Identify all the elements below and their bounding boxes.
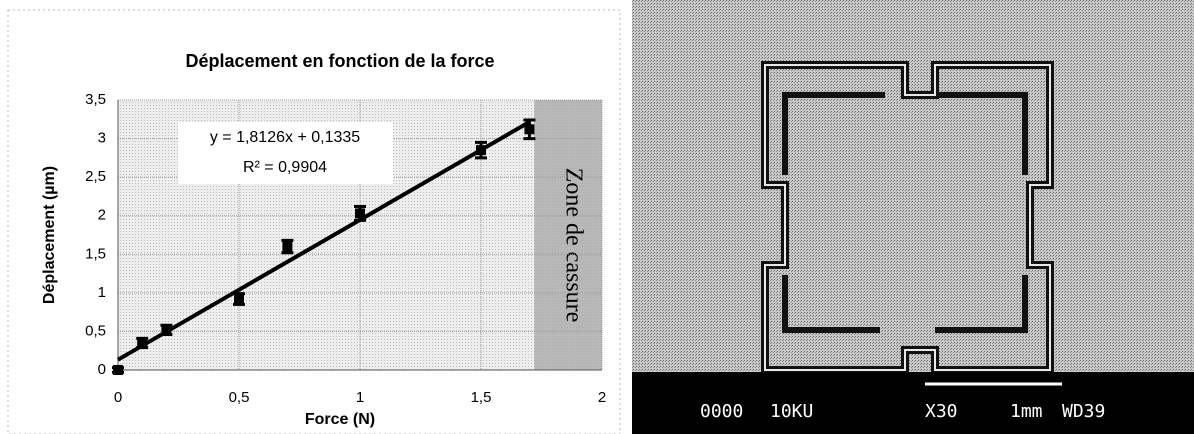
sem-label: WD39 xyxy=(1062,401,1105,422)
x-tick-label: 1,5 xyxy=(471,389,492,406)
data-point xyxy=(137,338,148,348)
sem-label: 10KU xyxy=(770,401,813,422)
y-tick-label: 1 xyxy=(98,284,106,301)
data-point xyxy=(234,294,244,305)
sem-labels: 0000 10KU X30 1mm WD39 xyxy=(700,401,1105,422)
equation-box xyxy=(178,122,393,184)
sem-label: 1mm xyxy=(1010,401,1043,422)
sem-structure-edge xyxy=(764,64,1051,371)
sem-background xyxy=(632,0,1194,372)
chart-title: Déplacement en fonction de la force xyxy=(185,51,494,71)
y-tick-label: 2 xyxy=(98,207,106,224)
zone-label: Zone de cassure xyxy=(561,168,587,323)
y-tick-label: 1,5 xyxy=(85,245,106,262)
sem-image: 0000 10KU X30 1mm WD39 xyxy=(632,0,1194,434)
x-tick-label: 2 xyxy=(598,389,606,406)
data-point xyxy=(161,324,172,335)
data-point xyxy=(282,241,293,252)
y-axis-label: Déplacement (µm) xyxy=(41,166,58,304)
trendline xyxy=(116,120,531,362)
x-tick-label: 0 xyxy=(114,389,122,406)
x-axis-label: Force (N) xyxy=(305,411,375,428)
data-point xyxy=(113,365,123,375)
x-tick-label: 1 xyxy=(356,389,364,406)
sem-label: X30 xyxy=(925,401,958,422)
y-tick-label: 3,5 xyxy=(85,91,106,108)
y-tick-label: 3 xyxy=(98,130,106,147)
trend-r2: R² = 0,9904 xyxy=(243,159,327,176)
data-point xyxy=(355,208,365,219)
break-zone xyxy=(534,100,602,370)
chart: Déplacement en fonction de la force Dépl… xyxy=(7,9,621,434)
sem-label: 0000 xyxy=(700,401,743,422)
y-tick-label: 0,5 xyxy=(85,322,106,339)
sem-info-bar xyxy=(632,372,1194,434)
data-point xyxy=(476,145,486,156)
y-tick-label: 2,5 xyxy=(85,168,106,185)
data-point xyxy=(524,124,535,135)
y-tick-label: 0 xyxy=(98,361,106,378)
trend-equation: y = 1,8126x + 0,1335 xyxy=(210,129,360,146)
x-tick-label: 0,5 xyxy=(229,389,250,406)
chart-border xyxy=(7,9,621,434)
